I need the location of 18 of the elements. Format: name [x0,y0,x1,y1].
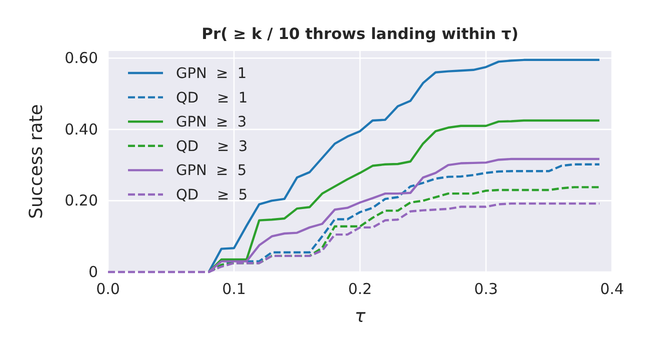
legend-label: GPN ≥ 1 [176,66,247,82]
x-tick-label: 0.1 [222,280,246,298]
y-axis-title: Success rate [26,104,47,219]
x-tick-label: 0.2 [348,280,372,298]
x-tick-label: 0.3 [474,280,498,298]
chart-title: Pr( ≥ k / 10 throws landing within τ) [202,25,518,43]
y-tick-label: 0.20 [64,192,98,210]
x-tick-label: 0.0 [96,280,120,298]
legend-label: QD ≥ 3 [176,138,248,155]
x-tick-label: 0.4 [600,280,624,298]
y-tick-label: 0 [88,263,98,281]
y-tick-label: 0.60 [64,49,98,68]
legend-label: GPN ≥ 3 [176,114,247,131]
legend-label: QD ≥ 1 [176,90,248,106]
legend-label: QD ≥ 5 [176,188,248,204]
legend-label: GPN ≥ 5 [176,163,247,180]
y-tick-label: 0.40 [64,120,98,138]
x-axis-title: τ [354,306,366,327]
